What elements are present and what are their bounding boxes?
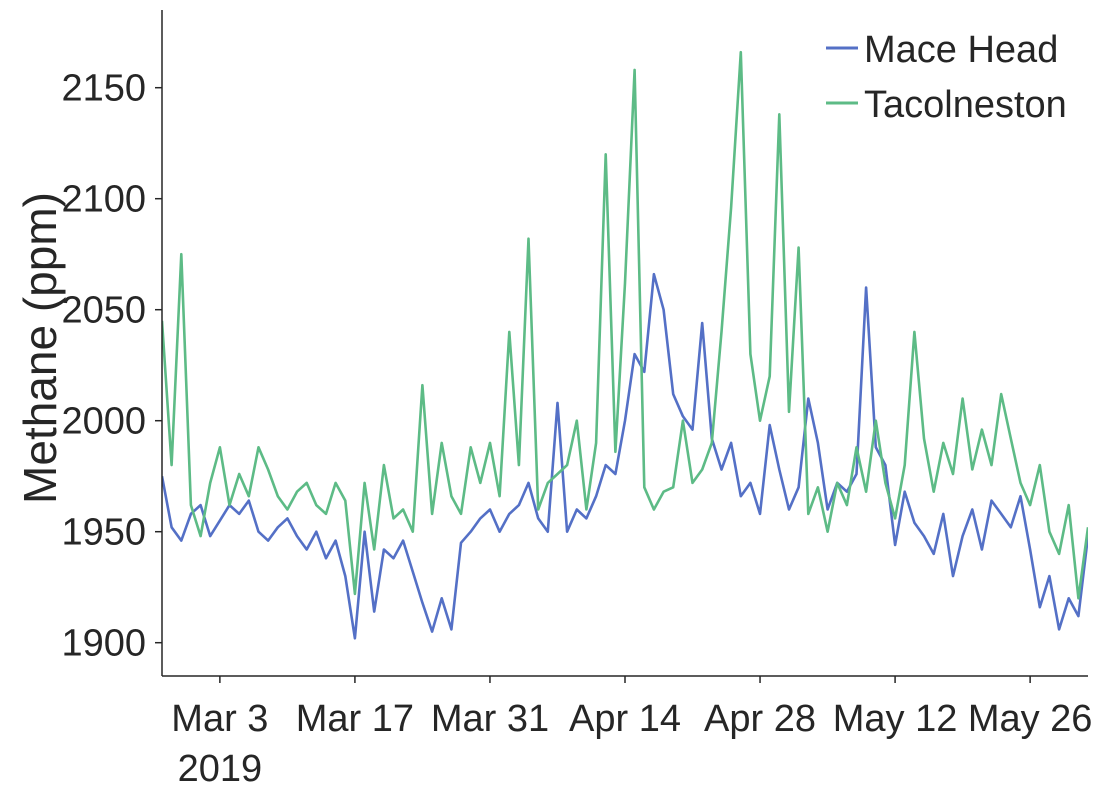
- y-tick-label: 2150: [61, 68, 146, 110]
- y-tick-label: 2050: [61, 290, 146, 332]
- y-tick-label: 1950: [61, 512, 146, 554]
- series-line-tacolneston: [162, 50, 1088, 600]
- x-tick-label: May 12: [833, 698, 958, 740]
- y-axis-ticks: 1900 1950 2000 2050 2100 2150: [61, 68, 162, 665]
- x-tick-label: Mar 31: [431, 698, 549, 740]
- y-tick-label: 1900: [61, 623, 146, 665]
- y-tick-label: 2100: [61, 179, 146, 221]
- x-tick-year-label: 2019: [178, 748, 263, 790]
- series-layer: [162, 50, 1088, 640]
- x-tick-label: Mar 3: [171, 698, 268, 740]
- x-tick-label: Mar 17: [296, 698, 414, 740]
- y-axis-title: Methane (ppm): [14, 192, 66, 504]
- x-tick-label: May 26: [968, 698, 1093, 740]
- legend-label: Tacolneston: [864, 84, 1067, 126]
- x-tick-label: Apr 14: [569, 698, 681, 740]
- series-line-mace-head: [162, 272, 1088, 640]
- legend: Mace Head Tacolneston: [826, 29, 1067, 126]
- legend-label: Mace Head: [864, 29, 1058, 71]
- x-axis-ticks: Mar 3 2019 Mar 17 Mar 31 Apr 14 Apr 28 May 12 M…: [171, 676, 1092, 790]
- x-tick-label: Apr 28: [704, 698, 816, 740]
- y-tick-label: 2000: [61, 401, 146, 443]
